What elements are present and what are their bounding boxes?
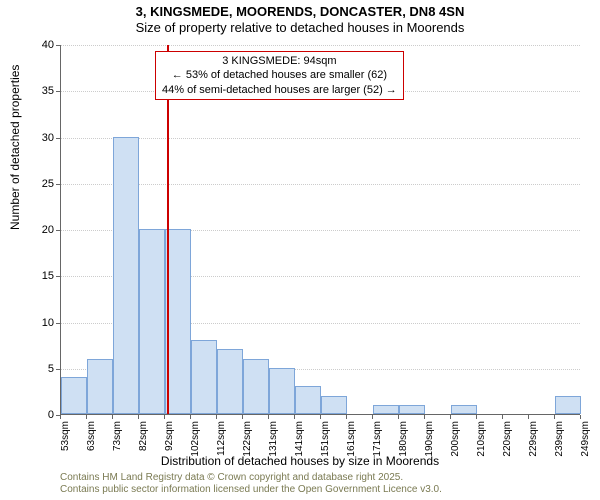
chart-subtitle: Size of property relative to detached ho… (0, 20, 600, 35)
x-tick (86, 415, 87, 419)
y-tick (56, 184, 60, 185)
x-tick (138, 415, 139, 419)
annotation-larger: 44% of semi-detached houses are larger (… (162, 83, 397, 97)
x-tick (164, 415, 165, 419)
chart-footer: Contains HM Land Registry data © Crown c… (60, 472, 442, 496)
x-tick-label: 249sqm (580, 421, 591, 461)
x-tick (268, 415, 269, 419)
histogram-bar (321, 396, 347, 415)
x-tick (580, 415, 581, 419)
y-axis-label: Number of detached properties (8, 65, 22, 230)
chart-title-address: 3, KINGSMEDE, MOORENDS, DONCASTER, DN8 4… (0, 4, 600, 19)
histogram-bar (139, 229, 165, 414)
x-tick (242, 415, 243, 419)
y-tick-label: 0 (48, 409, 54, 421)
histogram-bar (269, 368, 295, 414)
x-tick-label: 92sqm (164, 421, 175, 461)
x-tick-label: 122sqm (242, 421, 253, 461)
x-tick-label: 161sqm (346, 421, 357, 461)
x-tick-label: 180sqm (398, 421, 409, 461)
x-tick-label: 53sqm (60, 421, 71, 461)
x-tick-label: 190sqm (424, 421, 435, 461)
histogram-bar (295, 386, 321, 414)
x-tick-label: 141sqm (294, 421, 305, 461)
reference-line (167, 45, 169, 414)
y-tick (56, 91, 60, 92)
x-tick (476, 415, 477, 419)
x-tick-label: 229sqm (528, 421, 539, 461)
x-tick (190, 415, 191, 419)
x-tick-label: 151sqm (320, 421, 331, 461)
x-tick (216, 415, 217, 419)
x-tick (554, 415, 555, 419)
plot-area: 3 KINGSMEDE: 94sqm← 53% of detached hous… (60, 45, 580, 415)
property-size-chart: 3, KINGSMEDE, MOORENDS, DONCASTER, DN8 4… (0, 0, 600, 500)
gridline (61, 45, 580, 46)
x-tick-label: 200sqm (450, 421, 461, 461)
annotation-property: 3 KINGSMEDE: 94sqm (162, 54, 397, 68)
annotation-smaller: ← 53% of detached houses are smaller (62… (162, 68, 397, 82)
x-tick-label: 171sqm (372, 421, 383, 461)
histogram-bar (61, 377, 87, 414)
footer-license: Contains public sector information licen… (60, 484, 442, 496)
x-tick (294, 415, 295, 419)
y-tick-label: 15 (42, 270, 54, 282)
x-tick (60, 415, 61, 419)
x-tick (502, 415, 503, 419)
y-tick-label: 20 (42, 224, 54, 236)
y-tick (56, 323, 60, 324)
y-tick (56, 276, 60, 277)
y-tick (56, 138, 60, 139)
x-tick (424, 415, 425, 419)
x-tick-label: 210sqm (476, 421, 487, 461)
y-tick-label: 30 (42, 132, 54, 144)
x-tick-label: 63sqm (86, 421, 97, 461)
y-tick (56, 369, 60, 370)
x-tick-label: 73sqm (112, 421, 123, 461)
histogram-bar (399, 405, 425, 414)
x-tick (398, 415, 399, 419)
histogram-bar (191, 340, 217, 414)
histogram-bar (113, 137, 139, 415)
x-tick (346, 415, 347, 419)
histogram-bar (217, 349, 243, 414)
annotation-box: 3 KINGSMEDE: 94sqm← 53% of detached hous… (155, 51, 404, 100)
footer-copyright: Contains HM Land Registry data © Crown c… (60, 472, 442, 484)
x-tick (450, 415, 451, 419)
y-tick-label: 5 (48, 363, 54, 375)
x-tick (112, 415, 113, 419)
x-tick (528, 415, 529, 419)
x-tick-label: 102sqm (190, 421, 201, 461)
histogram-bar (555, 396, 581, 415)
x-tick (372, 415, 373, 419)
y-tick (56, 230, 60, 231)
histogram-bar (165, 229, 191, 414)
y-tick-label: 35 (42, 85, 54, 97)
x-tick-label: 112sqm (216, 421, 227, 461)
x-tick-label: 239sqm (554, 421, 565, 461)
y-tick-label: 25 (42, 178, 54, 190)
x-tick-label: 220sqm (502, 421, 513, 461)
x-tick (320, 415, 321, 419)
histogram-bar (451, 405, 477, 414)
histogram-bar (87, 359, 113, 415)
x-tick-label: 82sqm (138, 421, 149, 461)
y-tick (56, 45, 60, 46)
histogram-bar (373, 405, 399, 414)
histogram-bar (243, 359, 269, 415)
x-tick-label: 131sqm (268, 421, 279, 461)
y-tick-label: 40 (42, 39, 54, 51)
y-tick-label: 10 (42, 317, 54, 329)
